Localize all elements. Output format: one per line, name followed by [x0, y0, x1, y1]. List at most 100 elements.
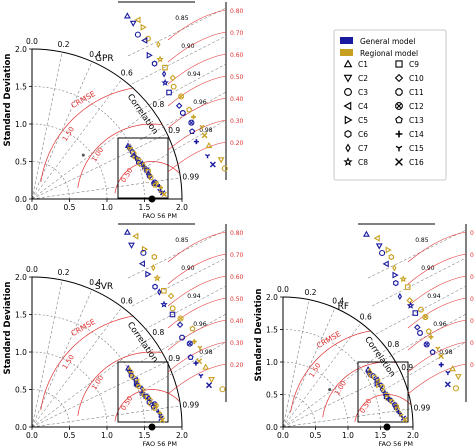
general-model-point — [146, 173, 152, 179]
inset-crmse-label: 0.70 — [230, 252, 244, 259]
inset-general-model-point-shape — [397, 292, 403, 301]
inset-correlation-label: 0.94 — [187, 293, 201, 300]
legend-marker-icon — [345, 143, 351, 153]
y-tick-label: 1.0 — [15, 348, 27, 357]
inset-regional-model-point — [161, 287, 167, 294]
inset-regional-model-point — [422, 314, 429, 321]
inset-crmse-contour — [407, 275, 467, 307]
inset-general-model-point — [157, 288, 162, 296]
inset-correlation-label: 0.90 — [181, 265, 195, 272]
inset-general-model-point — [392, 271, 399, 279]
x-tick-label: 0.5 — [64, 203, 76, 212]
legend-marker-icon — [343, 157, 353, 166]
x-tick-label: 0.0 — [26, 203, 38, 212]
legend-marker-icon — [343, 59, 353, 68]
legend-marker-label: C1 — [358, 60, 368, 69]
inset-general-model-point — [145, 270, 152, 278]
regional-model-point-shape — [126, 366, 133, 372]
inset-regional-model-point-shape — [151, 253, 158, 261]
inset-correlation-label: 0.96 — [433, 321, 447, 328]
zoom-box — [117, 361, 169, 423]
inset-general-model-point-shape — [362, 230, 370, 237]
inset-regional-model-point-shape — [217, 157, 225, 164]
correlation-ray — [31, 289, 93, 428]
std-arc — [31, 48, 183, 200]
inset-correlation-ray — [127, 7, 227, 57]
legend-marker-icon — [395, 60, 403, 68]
inset-crmse-label: 0.50 — [470, 296, 474, 303]
inset-regional-model-point — [392, 264, 397, 272]
inset-crmse-label: 0.80 — [230, 8, 244, 15]
inset-crmse-contour — [407, 341, 467, 373]
inset-general-model-point-shape — [193, 139, 199, 145]
zoom-box — [357, 361, 409, 423]
inset-correlation-ray — [375, 285, 467, 335]
inset-regional-model-point-shape — [404, 284, 411, 290]
x-tick-label: 1.0 — [342, 431, 354, 440]
inset-regional-model-point — [438, 353, 445, 360]
legend-marker-icon-shape — [395, 145, 403, 152]
regional-model-point-shape — [136, 383, 142, 390]
inset-general-model-point — [429, 348, 436, 355]
y-tick-label: 1.0 — [15, 120, 27, 129]
inset-general-model-point-shape — [152, 283, 158, 290]
inset-correlation-ray — [127, 229, 227, 279]
std-arc — [31, 86, 145, 200]
inset-crmse-contour — [167, 319, 227, 351]
inset-correlation-label: 0.85 — [415, 237, 429, 244]
inset-general-model-point — [169, 311, 176, 318]
inset-general-model-point — [138, 260, 145, 268]
inset-regional-model-point — [385, 246, 392, 254]
legend-marker-label: C11 — [409, 88, 424, 97]
crmse-label: CRMSE — [69, 89, 97, 110]
inset-correlation-label: 0.94 — [187, 71, 201, 78]
std-arc — [31, 314, 145, 428]
legend-marker-icon-shape — [344, 115, 353, 125]
inset-general-model-point — [417, 330, 423, 336]
correlation-tick-label: 0.9 — [168, 126, 180, 135]
inset-crmse-label: 0.60 — [470, 274, 474, 281]
inset-crmse-contour — [407, 319, 467, 351]
inset-regional-model-point-shape — [190, 114, 196, 120]
legend-marker-icon — [344, 115, 353, 125]
regional-model-point-shape — [152, 405, 158, 411]
inset-general-model-point — [189, 128, 196, 134]
legend-marker-icon — [395, 88, 403, 96]
inset-regional-model-point-shape — [169, 305, 176, 312]
x-axis-label: FAO 56 PM — [379, 440, 414, 447]
y-tick-label: 0.5 — [15, 386, 27, 395]
x-tick-label: 0.5 — [310, 431, 322, 440]
y-tick-label: 1.5 — [15, 83, 27, 92]
inset-regional-model-point — [388, 253, 394, 261]
inset-general-model-point — [198, 373, 204, 379]
legend-model-swatch — [340, 49, 353, 56]
legend-marker-label: C8 — [358, 158, 368, 167]
correlation-ray — [282, 408, 412, 428]
regional-model-point — [136, 383, 142, 390]
legend-marker-icon — [395, 145, 403, 152]
inset-regional-model-point — [219, 386, 226, 393]
inset-correlation-label: 0.96 — [193, 99, 207, 106]
crmse-contour — [77, 123, 163, 188]
inset-regional-model-point-shape — [454, 374, 462, 381]
inset-regional-model-point-shape — [449, 365, 457, 372]
y-tick-label: 1.5 — [15, 311, 27, 320]
inset-regional-model-point — [449, 365, 457, 372]
crmse-contour-label: 0.50 — [119, 395, 134, 412]
inset-correlation-ray — [131, 257, 227, 307]
correlation-ray — [31, 279, 63, 428]
inset-general-model-point — [193, 360, 199, 366]
inset-regional-model-point — [217, 157, 225, 164]
inset-general-model-point-shape — [193, 360, 199, 366]
correlation-tick-label: 0.6 — [121, 69, 133, 78]
correlation-ray — [31, 361, 168, 428]
inset-general-model-point-shape — [445, 370, 451, 376]
inset-crmse-label: 0.20 — [470, 362, 474, 369]
inset-regional-model-point — [406, 297, 413, 304]
inset-regional-model-point-shape — [153, 274, 161, 282]
legend-marker-icon-shape — [395, 88, 403, 96]
x-tick-label: 2.0 — [176, 203, 188, 212]
y-tick-label: 0.0 — [15, 423, 27, 432]
inset-crmse-contour — [167, 275, 227, 307]
inset-general-model-point — [129, 20, 137, 27]
